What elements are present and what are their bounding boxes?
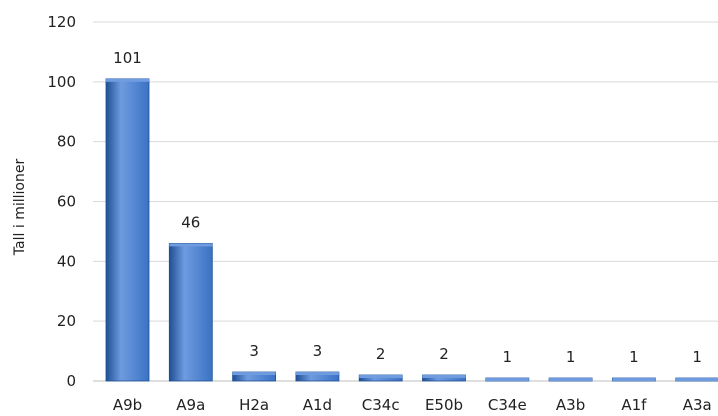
bar-top-bevel — [485, 378, 529, 381]
bar-top-bevel — [106, 78, 149, 82]
data-label: 46 — [181, 213, 200, 231]
x-category-label: C34e — [488, 396, 527, 414]
data-label: 1 — [503, 348, 513, 366]
y-axis-title: Tall i millioner — [12, 159, 28, 257]
bar-top-bevel — [422, 375, 466, 379]
x-category-label: H2a — [239, 396, 269, 414]
bar-top-bevel — [359, 375, 403, 379]
data-label: 101 — [113, 49, 142, 67]
bar-top-bevel — [612, 378, 656, 381]
bar-top-bevel — [169, 243, 213, 247]
bars — [105, 78, 718, 382]
x-axis-categories: A9b A9a H2a A1d C34c E50b C34e A3b A1f A3a — [113, 396, 712, 414]
y-tick-label: 20 — [57, 312, 76, 330]
bar-top-bevel — [549, 378, 593, 381]
y-tick-label: 60 — [57, 193, 76, 211]
bar-top-bevel — [675, 378, 718, 381]
x-category-label: A9a — [176, 396, 205, 414]
x-category-label: E50b — [425, 396, 463, 414]
y-tick-label: 40 — [57, 252, 76, 270]
data-label: 1 — [629, 348, 639, 366]
data-label: 2 — [439, 345, 449, 363]
y-axis-ticks: 0 20 40 60 80 100 120 — [47, 13, 76, 390]
x-category-label: C34c — [362, 396, 400, 414]
bar-top-bevel — [232, 372, 276, 376]
data-label: 2 — [376, 345, 386, 363]
data-labels: 101 46 3 3 2 2 1 1 1 1 — [113, 49, 702, 366]
y-tick-label: 80 — [57, 133, 76, 151]
data-label: 1 — [692, 348, 702, 366]
x-category-label: A1f — [621, 396, 647, 414]
x-category-label: A3a — [683, 396, 712, 414]
x-category-label: A9b — [113, 396, 142, 414]
y-tick-label: 100 — [47, 73, 76, 91]
bar-a9b — [105, 78, 150, 382]
data-label: 3 — [249, 342, 259, 360]
data-label: 1 — [566, 348, 576, 366]
x-category-label: A1d — [303, 396, 332, 414]
bar-a9a — [168, 242, 213, 382]
y-tick-label: 0 — [66, 372, 76, 390]
x-category-label: A3b — [556, 396, 585, 414]
data-label: 3 — [313, 342, 323, 360]
bar-top-bevel — [295, 372, 339, 376]
y-tick-label: 120 — [47, 13, 76, 31]
